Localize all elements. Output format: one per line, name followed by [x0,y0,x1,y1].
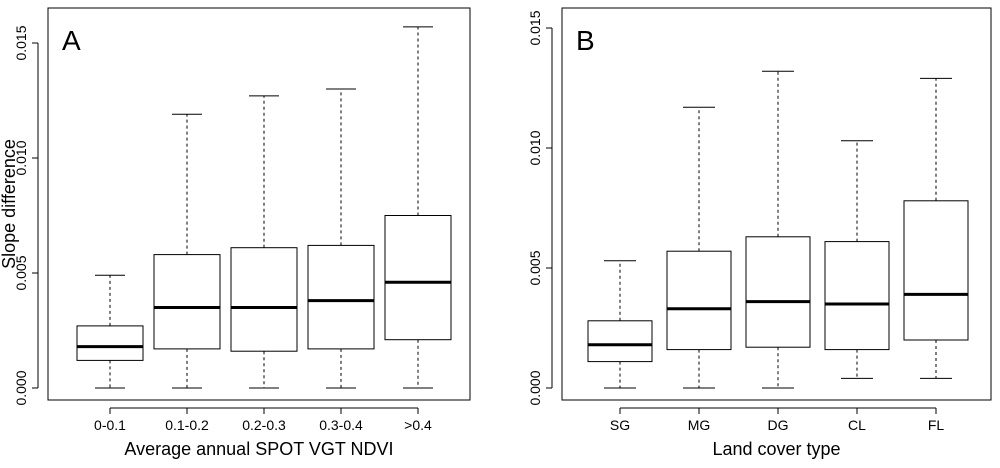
box-DG [745,70,811,389]
iqr-box [824,241,890,351]
panel-label: B [576,25,595,56]
iqr-box [384,215,452,341]
y-tick-label: 0.010 [13,140,29,175]
iqr-box [153,254,221,350]
y-tick-label: 0.010 [527,130,543,165]
x-axis: 0-0.1 0.1-0.2 0.2-0.3 0.3-0.4 >0.4 [94,407,432,433]
plot-frame [561,7,992,401]
y-axis-title: Slope difference [0,139,19,269]
iqr-box [903,200,969,341]
panel-b: B 0.000 0.005 0.010 0.015 SG MG DG CL FL Land cove… [527,7,992,459]
y-tick-label: 0.015 [13,25,29,60]
iqr-box [76,325,144,361]
x-tick-label: DG [768,417,789,433]
iqr-box [587,320,653,363]
box-FL [903,77,969,379]
x-tick-label: CL [848,417,866,433]
plot-frame [47,7,471,401]
x-tick-label: FL [928,417,945,433]
x-axis: SG MG DG CL FL [610,407,945,433]
iqr-box [745,236,811,348]
x-tick-label: 0.1-0.2 [165,417,209,433]
x-axis-title: Average annual SPOT VGT NDVI [124,439,393,459]
y-tick-label: 0.005 [13,255,29,290]
y-axis: 0.000 0.005 0.010 0.015 [13,25,39,406]
box->0.4 [384,26,452,389]
x-tick-label: 0.2-0.3 [242,417,286,433]
box-MG [666,106,732,389]
iqr-box [230,247,298,352]
box-0.3-0.4 [307,88,375,389]
x-tick-label: 0-0.1 [94,417,126,433]
iqr-box [666,250,732,351]
box-0.2-0.3 [230,95,298,389]
x-tick-label: >0.4 [404,417,432,433]
box-0.1-0.2 [153,113,221,389]
box-SG [587,260,653,389]
iqr-box [307,244,375,350]
x-axis-title: Land cover type [712,439,840,459]
panel-a: A 0.000 0.005 0.010 0.015 Slope difference 0-0… [0,7,471,459]
x-tick-label: SG [610,417,630,433]
panel-label: A [62,25,81,56]
x-tick-label: 0.3-0.4 [319,417,363,433]
y-tick-label: 0.000 [13,370,29,405]
y-axis: 0.000 0.005 0.010 0.015 [527,10,553,406]
y-tick-label: 0.000 [527,370,543,405]
y-tick-label: 0.005 [527,250,543,285]
box-0-0.1 [76,274,144,389]
x-tick-label: MG [688,417,711,433]
y-tick-label: 0.015 [527,10,543,45]
box-CL [824,140,890,379]
